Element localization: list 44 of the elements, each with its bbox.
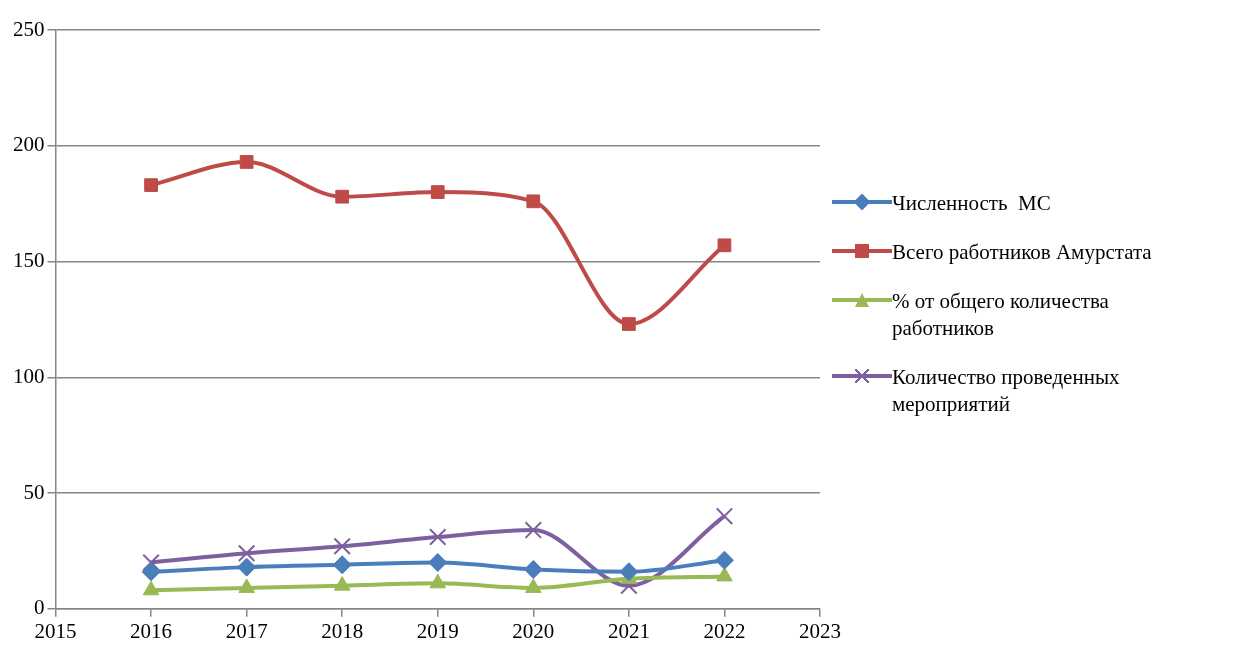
y-tick-label: 200: [13, 132, 45, 157]
point: [144, 178, 158, 192]
x-tick-label: 2023: [799, 618, 841, 643]
point: [526, 194, 541, 209]
point: [619, 562, 639, 582]
point: [141, 562, 161, 582]
point: [237, 544, 256, 563]
point: [142, 580, 160, 596]
point: [428, 553, 448, 572]
point: [717, 238, 732, 253]
legend-label: Численность МС: [892, 190, 1052, 217]
point: [428, 528, 447, 546]
point: [429, 573, 447, 589]
y-tick-label: 250: [13, 16, 45, 41]
point: [715, 507, 734, 525]
x-tick-label: 2015: [34, 618, 77, 643]
y-tick-label: 100: [13, 363, 45, 388]
x-tick-label: 2020: [512, 618, 555, 643]
x-tick-label: 2017: [225, 618, 268, 643]
point: [525, 578, 542, 593]
y-tick-label: 0: [34, 595, 45, 620]
point: [716, 566, 733, 582]
legend-label: Всего работников Амурстата: [892, 239, 1153, 266]
point: [237, 557, 257, 577]
legend-label: Количество проведенных мероприятий: [892, 364, 1121, 418]
y-tick-label: 150: [13, 248, 45, 273]
point: [238, 578, 255, 593]
point: [332, 555, 352, 575]
point: [333, 537, 351, 556]
point: [523, 559, 543, 579]
x-tick-label: 2016: [130, 618, 173, 643]
point: [524, 521, 543, 539]
point: [335, 189, 350, 204]
point: [622, 317, 636, 331]
point: [714, 550, 734, 570]
point: [239, 155, 254, 169]
x-tick-label: 2021: [607, 618, 650, 643]
point: [430, 185, 445, 199]
legend-label: % от общего количества работников: [892, 288, 1110, 342]
y-tick-label: 50: [23, 479, 45, 504]
point: [333, 576, 351, 591]
x-tick-label: 2019: [416, 618, 459, 643]
x-tick-label: 2022: [703, 618, 746, 643]
x-tick-label: 2018: [321, 618, 364, 643]
